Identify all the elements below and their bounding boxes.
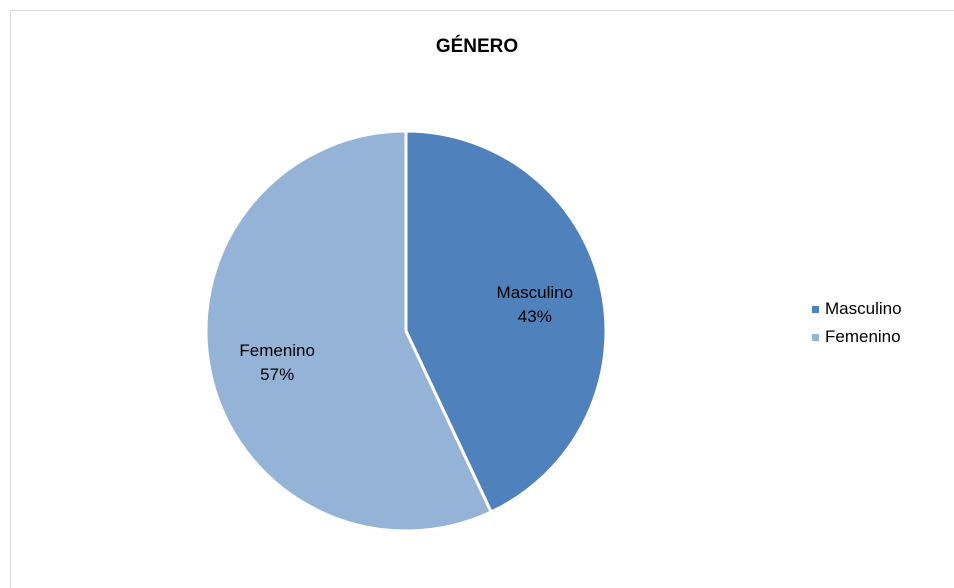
data-label-name-masculino: Masculino xyxy=(497,283,574,302)
data-label-masculino: Masculino 43% xyxy=(497,283,574,326)
chart-title: GÉNERO xyxy=(435,36,519,57)
legend-label-femenino: Femenino xyxy=(825,327,901,346)
legend-item-masculino: Masculino xyxy=(812,295,902,323)
data-label-name-femenino: Femenino xyxy=(239,341,315,360)
data-label-femenino: Femenino 57% xyxy=(239,341,315,384)
legend-swatch-masculino xyxy=(812,305,819,313)
data-label-value-masculino: 43% xyxy=(518,307,552,326)
pie-slice-femenino xyxy=(204,129,493,533)
data-label-value-femenino: 57% xyxy=(260,365,294,384)
pie-slices xyxy=(204,129,608,533)
legend-item-femenino: Femenino xyxy=(812,323,902,351)
pie-slice-masculino xyxy=(404,129,608,514)
slice-labels: Masculino 43% Femenino 57% xyxy=(239,283,573,384)
legend: Masculino Femenino xyxy=(812,295,902,351)
legend-label-masculino: Masculino xyxy=(825,299,902,318)
legend-swatch-femenino xyxy=(812,333,819,341)
